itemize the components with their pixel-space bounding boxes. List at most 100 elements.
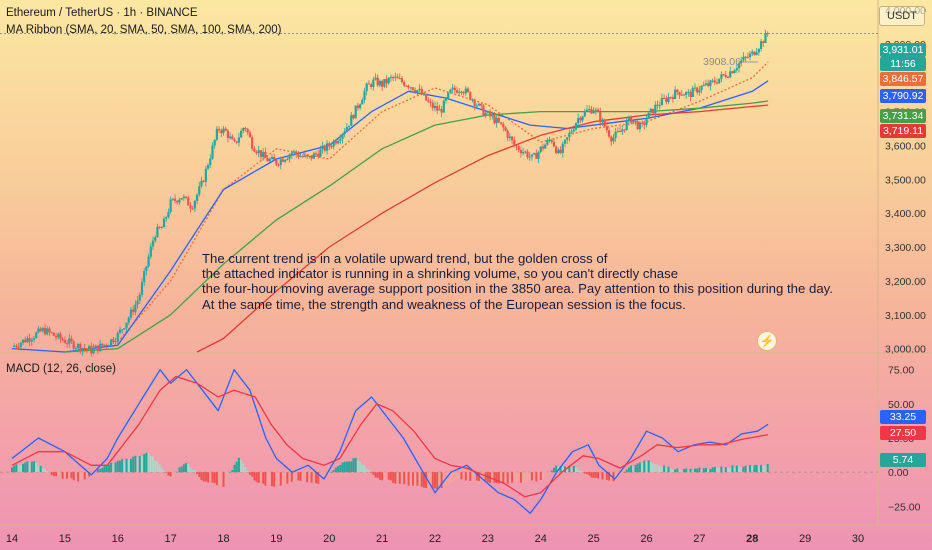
candle-body — [136, 300, 139, 305]
macd-histogram-bar — [365, 468, 368, 473]
macd-histogram-bar — [392, 472, 395, 483]
macd-histogram-bar — [581, 471, 584, 473]
y-tick-label: 3,300.00 — [885, 242, 926, 254]
candle-body — [334, 140, 337, 144]
candle-body — [99, 343, 102, 352]
ma-line-sma-100 — [64, 100, 769, 353]
candle-body — [625, 121, 628, 131]
macd-histogram-bar — [713, 466, 716, 473]
candle-body — [288, 154, 291, 159]
macd-histogram-bar — [180, 466, 183, 473]
candle-body — [623, 129, 626, 131]
candle-body — [444, 98, 448, 101]
candle-body — [488, 111, 492, 117]
candle-body — [400, 78, 404, 82]
candle-body — [118, 329, 122, 333]
macd-histogram-bar — [310, 472, 313, 483]
annotation-text[interactable]: The current trend is in a volatile upwar… — [202, 251, 833, 312]
macd-histogram-bar — [766, 463, 769, 473]
macd-histogram-bar — [680, 470, 683, 473]
macd-histogram-bar — [469, 472, 472, 481]
candle-body — [592, 110, 595, 114]
macd-histogram-bar — [693, 468, 696, 473]
macd-histogram-bar — [385, 472, 388, 480]
macd-histogram-bar — [288, 472, 291, 481]
candle-body — [466, 88, 470, 92]
candle-body — [737, 63, 741, 69]
macd-histogram-bar — [649, 462, 652, 473]
macd-histogram-bar — [460, 472, 463, 480]
candle-body — [281, 159, 285, 162]
macd-histogram-bar — [434, 472, 436, 489]
candle-body — [385, 79, 388, 84]
candle-body — [149, 246, 152, 257]
candle-body — [88, 346, 91, 350]
candle-body — [541, 146, 545, 149]
candle-body — [169, 199, 172, 212]
candle-body — [306, 155, 309, 157]
candle-body — [621, 129, 624, 132]
candle-body — [365, 83, 368, 92]
macd-histogram-bar — [645, 460, 648, 473]
macd-histogram-bar — [167, 472, 170, 476]
indicator-label[interactable]: MA Ribbon (SMA, 20, SMA, 50, SMA, 100, S… — [6, 24, 282, 36]
candle-body — [123, 328, 126, 330]
macd-histogram-bar — [744, 465, 747, 473]
candle-body — [299, 156, 302, 158]
macd-histogram-bar — [46, 471, 49, 473]
macd-histogram-bar — [127, 459, 130, 473]
macd-histogram-bar — [502, 472, 505, 484]
macd-histogram-bar — [718, 467, 721, 473]
candle-body — [398, 78, 401, 80]
macd-histogram-bar — [218, 472, 221, 486]
candle-body — [101, 343, 104, 346]
candle-body — [563, 139, 567, 144]
candle-body — [303, 155, 307, 157]
annotation-line: At the same time, the strength and weakn… — [202, 296, 686, 312]
candle-body — [251, 137, 254, 149]
candle-body — [491, 115, 494, 117]
candle-body — [96, 345, 100, 352]
candle-body — [112, 339, 115, 343]
macd-histogram-bar — [467, 472, 470, 479]
macd-histogram-bar — [625, 469, 628, 473]
macd-histogram-bar — [724, 467, 727, 473]
macd-histogram-bar — [700, 469, 703, 473]
candle-body — [297, 154, 300, 158]
macd-y-tick-label: 50.00 — [888, 399, 914, 411]
candle-body — [195, 194, 199, 201]
candle-body — [533, 153, 536, 155]
currency-button[interactable]: USDT — [879, 6, 925, 26]
candle-body — [486, 111, 489, 113]
macd-histogram-bar — [685, 468, 688, 473]
macd-histogram-bar — [541, 472, 544, 479]
candle-body — [28, 338, 31, 342]
macd-histogram-bar — [52, 472, 55, 477]
lightning-icon[interactable]: ⚡ — [757, 331, 777, 351]
macd-histogram-bar — [403, 472, 406, 485]
macd-histogram-bar — [209, 472, 212, 483]
candle-body — [105, 344, 108, 347]
candle-body — [559, 149, 562, 153]
macd-histogram-bar — [568, 466, 571, 473]
macd-histogram-bar — [500, 472, 503, 483]
candle-body — [378, 80, 382, 86]
candle-body — [552, 141, 556, 147]
macd-histogram-bar — [286, 472, 289, 484]
annotation-line: the attached indicator is running in a s… — [202, 266, 679, 282]
macd-histogram-bar — [26, 461, 29, 473]
macd-histogram-bar — [411, 472, 414, 486]
candle-body — [74, 347, 77, 349]
macd-histogram-bar — [418, 472, 421, 485]
candle-body — [171, 198, 174, 200]
candle-body — [658, 105, 661, 107]
symbol-title[interactable]: Ethereum / TetherUS · 1h · BINANCE — [6, 7, 198, 19]
macd-title[interactable]: MACD (12, 26, close) — [6, 363, 116, 375]
macd-histogram-bar — [103, 466, 106, 473]
macd-histogram-bar — [471, 472, 474, 481]
macd-histogram-bar — [140, 456, 143, 473]
candle-body — [19, 343, 22, 348]
y-tick-label: 3,100.00 — [885, 310, 926, 322]
macd-histogram-bar — [508, 472, 511, 482]
